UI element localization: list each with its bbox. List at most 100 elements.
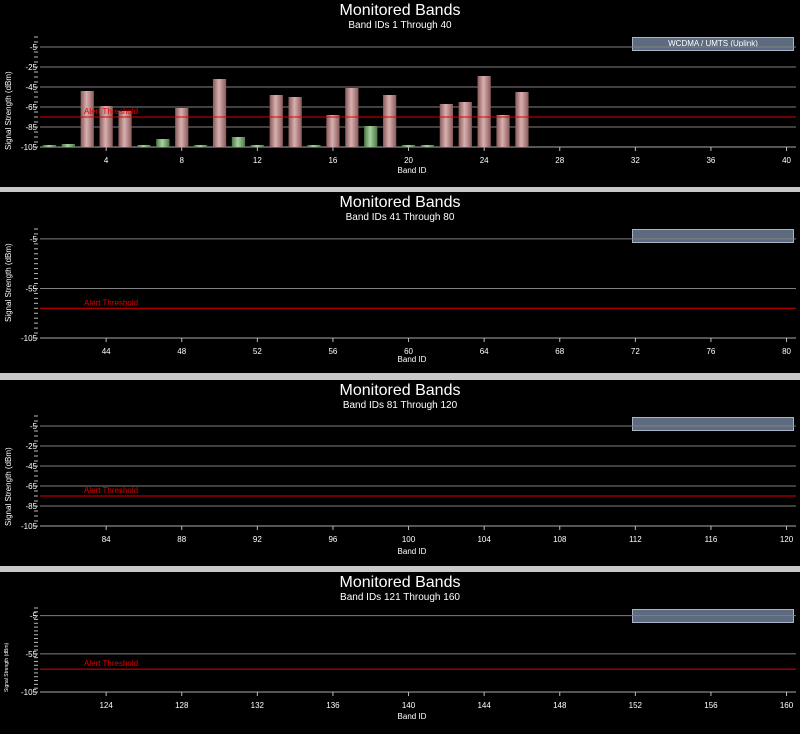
- y-tick-label: -85: [25, 123, 37, 132]
- x-tick-label: 136: [326, 701, 340, 710]
- x-tick-label: 128: [175, 701, 189, 710]
- bar: [137, 145, 151, 147]
- alert-threshold-label: Alert Threshold: [84, 107, 138, 116]
- bar: [42, 145, 57, 147]
- bar: [175, 108, 189, 147]
- x-tick-label: 76: [706, 347, 715, 356]
- x-tick-label: 28: [555, 156, 564, 165]
- x-tick-label: 64: [480, 347, 489, 356]
- x-tick-label: 88: [177, 535, 186, 544]
- bar: [250, 145, 264, 147]
- x-tick-label: 20: [404, 156, 413, 165]
- x-tick-label: 8: [180, 156, 185, 165]
- bar: [212, 79, 227, 147]
- alert-threshold-label: Alert Threshold: [84, 298, 138, 307]
- x-axis-label: Band ID: [397, 166, 427, 175]
- x-tick-label: 160: [780, 701, 794, 710]
- bar: [118, 111, 132, 147]
- chart-panel-3: Monitored Bands Band IDs 81 Through 120 …: [0, 380, 800, 566]
- bar: [288, 97, 302, 147]
- y-tick-label: -5: [30, 422, 38, 431]
- bar: [61, 144, 75, 147]
- x-tick-label: 116: [705, 535, 718, 544]
- y-tick-label: -45: [25, 83, 37, 92]
- x-tick-label: 16: [328, 156, 337, 165]
- y-tick-label: -105: [21, 688, 38, 697]
- y-tick-label: -85: [25, 502, 37, 511]
- chart-panel-2: Monitored Bands Band IDs 41 Through 80 S…: [0, 192, 800, 373]
- x-tick-label: 104: [477, 535, 491, 544]
- y-tick-label: -45: [25, 462, 37, 471]
- x-tick-label: 108: [553, 535, 567, 544]
- chart-panel-4: Monitored Bands Band IDs 121 Through 160…: [0, 572, 800, 734]
- chart-subtitle: Band IDs 1 Through 40: [348, 20, 452, 31]
- bar: [326, 115, 340, 147]
- y-tick-label: -55: [25, 650, 37, 659]
- x-tick-label: 60: [404, 347, 413, 356]
- bar: [231, 137, 246, 147]
- y-tick-label: -5: [30, 43, 38, 52]
- bar: [194, 145, 208, 147]
- x-axis-label: Band ID: [397, 712, 427, 721]
- chart-title: Monitored Bands: [339, 194, 461, 211]
- chart-subtitle: Band IDs 121 Through 160: [340, 592, 460, 603]
- legend-box: [632, 229, 794, 243]
- y-tick-label: -5: [30, 235, 38, 244]
- y-tick-label: -5: [30, 612, 38, 621]
- x-tick-label: 40: [782, 156, 791, 165]
- x-tick-label: 156: [704, 701, 718, 710]
- x-tick-label: 4: [104, 156, 109, 165]
- y-tick-label: -105: [21, 522, 38, 531]
- x-tick-label: 92: [253, 535, 262, 544]
- x-tick-label: 140: [402, 701, 416, 710]
- y-tick-label: -105: [21, 334, 38, 343]
- x-tick-label: 120: [780, 535, 794, 544]
- chart-title: Monitored Bands: [339, 2, 461, 19]
- x-tick-label: 144: [477, 701, 491, 710]
- bar: [80, 91, 94, 147]
- x-tick-label: 96: [328, 535, 337, 544]
- y-tick-label: -55: [25, 284, 37, 293]
- bar: [477, 76, 491, 147]
- bar: [99, 106, 113, 147]
- x-tick-label: 124: [99, 701, 113, 710]
- chart-plot-4: -5 -55 -105 124 128 132 136 140 144 148 152 156 160 A…: [21, 607, 796, 710]
- x-tick-label: 52: [253, 347, 262, 356]
- y-tick-label: -105: [21, 143, 38, 152]
- bar: [307, 145, 321, 147]
- x-tick-label: 80: [782, 347, 791, 356]
- chart-title: Monitored Bands: [339, 574, 461, 591]
- x-tick-label: 112: [629, 535, 642, 544]
- y-tick-label: -25: [25, 442, 37, 451]
- x-tick-label: 32: [631, 156, 640, 165]
- x-tick-label: 44: [102, 347, 111, 356]
- x-tick-label: 12: [253, 156, 262, 165]
- x-axis-label: Band ID: [397, 547, 427, 556]
- x-tick-label: 152: [629, 701, 643, 710]
- x-tick-label: 48: [177, 347, 186, 356]
- chart-plot-1: -5 -25 -45 -65 -85 -105 4 8 12 16 20 24 28 32 36 40 Aler…: [21, 36, 796, 165]
- bar: [156, 139, 170, 147]
- chart-plot-2: -5 -55 -105 44 48 52 56 60 64 68 72 76 80 Alert Thres…: [21, 228, 796, 356]
- bar: [383, 95, 397, 147]
- y-tick-label: -65: [25, 103, 37, 112]
- x-tick-label: 36: [706, 156, 715, 165]
- alert-threshold-label: Alert Threshold: [84, 486, 138, 495]
- x-tick-label: 84: [102, 535, 111, 544]
- x-tick-label: 68: [555, 347, 564, 356]
- bar: [458, 102, 472, 147]
- x-tick-label: 132: [251, 701, 265, 710]
- x-axis-label: Band ID: [397, 355, 427, 364]
- y-tick-label: -25: [25, 63, 37, 72]
- chart-plot-3: -5 -25 -45 -65 -85 -105 84 88 92 96 100 104 108 112 11…: [21, 415, 796, 544]
- bar: [420, 145, 435, 147]
- bar: [515, 92, 529, 147]
- x-tick-label: 148: [553, 701, 567, 710]
- chart-title: Monitored Bands: [339, 382, 461, 399]
- bar: [401, 145, 416, 147]
- y-tick-label: -65: [25, 482, 37, 491]
- bar: [364, 126, 378, 147]
- chart-subtitle: Band IDs 41 Through 80: [345, 212, 455, 223]
- alert-threshold-label: Alert Threshold: [84, 659, 138, 668]
- x-tick-label: 72: [631, 347, 640, 356]
